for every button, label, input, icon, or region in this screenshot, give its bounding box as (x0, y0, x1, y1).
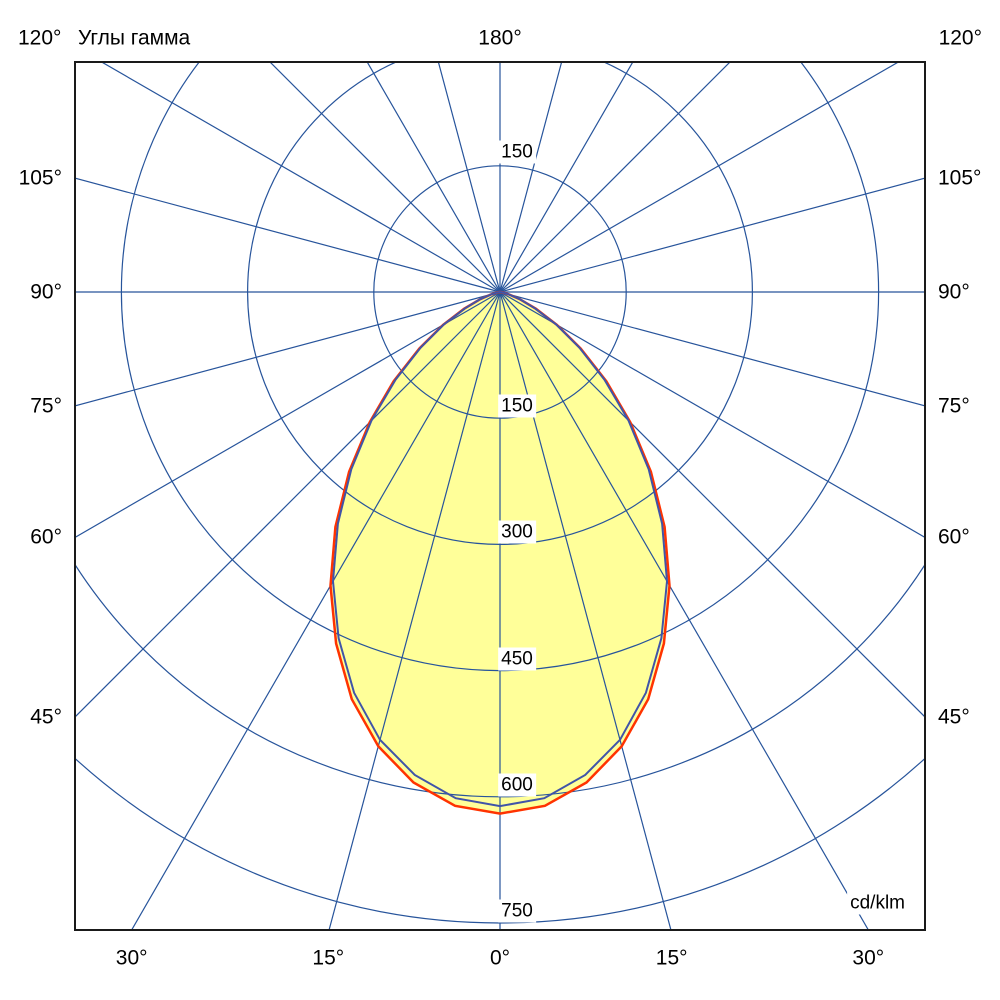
radial-line (499, 291, 870, 930)
gamma-label-bottom-3: 15° (655, 946, 688, 970)
radial-line (75, 177, 501, 293)
gamma-label-top-center: 180° (478, 26, 522, 50)
ring-label-4: 750 (498, 899, 536, 923)
gamma-label-top-right: 120° (938, 26, 982, 50)
radial-line (269, 62, 501, 293)
plot-frame (74, 61, 926, 931)
intensity-curve-blue (331, 290, 669, 808)
radial-line (499, 291, 925, 539)
radial-line (499, 62, 900, 293)
gamma-label-left-1: 90° (30, 280, 62, 304)
chart-title: Углы гамма (78, 26, 191, 50)
gamma-label-right-3: 60° (938, 525, 970, 549)
radial-line (130, 291, 501, 930)
gamma-label-left-4: 45° (30, 705, 62, 729)
radial-line (75, 291, 501, 407)
gamma-label-right-4: 45° (938, 705, 970, 729)
gamma-label-right-0: 105° (938, 166, 982, 190)
gamma-label-left-3: 60° (30, 525, 62, 549)
ring-label-top: 150 (498, 140, 536, 164)
gamma-label-top-left: 120° (18, 26, 62, 50)
radial-line (100, 62, 501, 293)
gamma-label-bottom-1: 15° (312, 946, 345, 970)
radial-line (499, 291, 925, 718)
gamma-label-bottom-4: 30° (852, 946, 885, 970)
gamma-label-right-1: 90° (938, 280, 970, 304)
radial-line (75, 291, 501, 539)
gamma-label-left-0: 105° (18, 166, 62, 190)
radial-line (499, 291, 925, 407)
gamma-label-right-2: 75° (938, 394, 970, 418)
ring-label-0: 150 (498, 394, 536, 418)
radial-line (366, 62, 501, 293)
gamma-label-left-2: 75° (30, 394, 62, 418)
ring-label-2: 450 (498, 647, 536, 671)
radial-line (499, 62, 563, 293)
ring-label-1: 300 (498, 520, 536, 544)
gamma-label-bottom-0: 30° (115, 946, 148, 970)
radial-line (499, 62, 634, 293)
unit-label: cd/klm (847, 891, 908, 915)
ring-label-3: 600 (498, 773, 536, 797)
radial-line (499, 177, 925, 293)
radial-line (499, 62, 731, 293)
radial-line (75, 291, 501, 718)
radial-line (328, 291, 501, 930)
radial-line (499, 291, 672, 930)
gamma-label-bottom-2: 0° (489, 946, 511, 970)
